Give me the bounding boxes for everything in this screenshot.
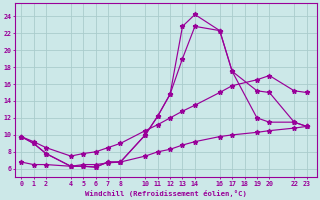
X-axis label: Windchill (Refroidissement éolien,°C): Windchill (Refroidissement éolien,°C): [85, 190, 247, 197]
